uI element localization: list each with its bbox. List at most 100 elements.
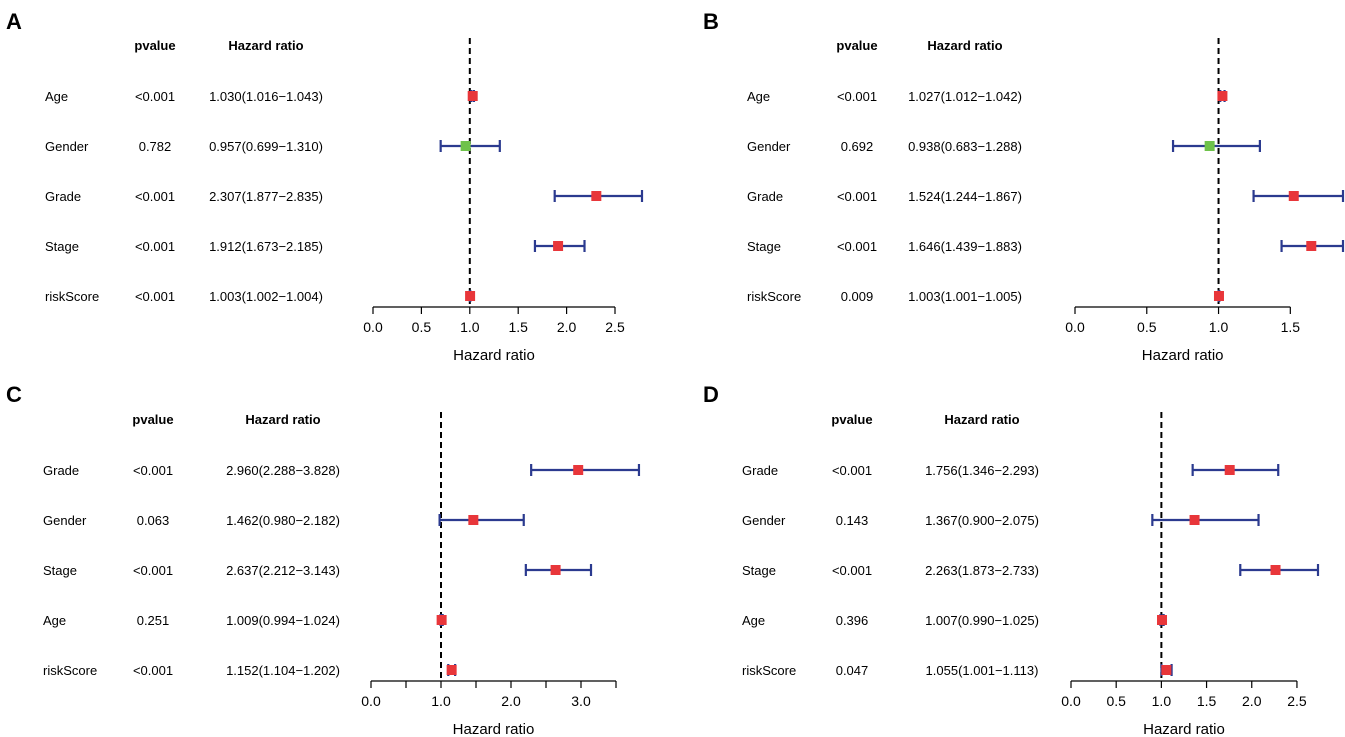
hazard-ratio-point: [573, 465, 584, 475]
column-header-hazard-ratio: Hazard ratio: [944, 412, 1019, 427]
x-axis-tick-label: 1.0: [431, 693, 451, 709]
panel-label: B: [703, 9, 719, 34]
forest-row: Age 0.251 1.009(0.994−1.024): [43, 613, 447, 628]
forest-row: Age <0.001 1.027(1.012−1.042): [747, 89, 1228, 104]
forest-row: riskScore 0.047 1.055(1.001−1.113): [742, 663, 1173, 678]
hazard-ratio-point: [460, 141, 471, 151]
row-variable-label: Age: [742, 613, 765, 628]
x-axis-tick-label: 0.5: [1106, 693, 1126, 709]
row-pvalue: <0.001: [135, 189, 175, 204]
row-pvalue: 0.396: [836, 613, 869, 628]
row-pvalue: 0.047: [836, 663, 869, 678]
forest-row: Stage <0.001 1.912(1.673−2.185): [45, 239, 586, 254]
x-axis-tick-label: 0.0: [363, 319, 383, 335]
forest-row: Stage <0.001 2.263(1.873−2.733): [742, 563, 1320, 578]
row-hazard-ratio-text: 1.367(0.900−2.075): [925, 513, 1039, 528]
x-axis-tick-label: 0.5: [1137, 319, 1157, 335]
hazard-ratio-point: [436, 615, 447, 625]
x-axis-tick-label: 0.0: [361, 693, 381, 709]
x-axis-tick-label: 0.0: [1061, 693, 1081, 709]
row-hazard-ratio-text: 2.960(2.288−3.828): [226, 463, 340, 478]
row-hazard-ratio-text: 1.003(1.002−1.004): [209, 289, 323, 304]
row-variable-label: Grade: [742, 463, 778, 478]
row-hazard-ratio-text: 1.462(0.980−2.182): [226, 513, 340, 528]
row-hazard-ratio-text: 1.756(1.346−2.293): [925, 463, 1039, 478]
row-variable-label: Gender: [45, 139, 89, 154]
row-variable-label: Stage: [43, 563, 77, 578]
forest-row: riskScore 0.009 1.003(1.001−1.005): [747, 289, 1224, 304]
row-pvalue: 0.143: [836, 513, 869, 528]
row-pvalue: <0.001: [832, 463, 872, 478]
row-pvalue: 0.009: [841, 289, 874, 304]
row-pvalue: <0.001: [133, 663, 173, 678]
row-hazard-ratio-text: 1.007(0.990−1.025): [925, 613, 1039, 628]
hazard-ratio-point: [1306, 241, 1317, 251]
row-hazard-ratio-text: 2.263(1.873−2.733): [925, 563, 1039, 578]
row-hazard-ratio-text: 1.009(0.994−1.024): [226, 613, 340, 628]
row-variable-label: Age: [45, 89, 68, 104]
row-hazard-ratio-text: 1.912(1.673−2.185): [209, 239, 323, 254]
row-variable-label: riskScore: [45, 289, 99, 304]
x-axis-title: Hazard ratio: [453, 347, 535, 364]
row-hazard-ratio-text: 2.307(1.877−2.835): [209, 189, 323, 204]
row-pvalue: <0.001: [133, 463, 173, 478]
column-header-pvalue: pvalue: [132, 412, 173, 427]
row-pvalue: 0.063: [137, 513, 170, 528]
x-axis-tick-label: 1.0: [1152, 693, 1172, 709]
row-hazard-ratio-text: 1.152(1.104−1.202): [226, 663, 340, 678]
hazard-ratio-point: [553, 241, 564, 251]
forest-row: Gender 0.063 1.462(0.980−2.182): [43, 513, 525, 528]
column-header-pvalue: pvalue: [836, 38, 877, 53]
row-variable-label: Gender: [747, 139, 791, 154]
row-pvalue: <0.001: [135, 289, 175, 304]
column-header-hazard-ratio: Hazard ratio: [228, 38, 303, 53]
hazard-ratio-point: [446, 665, 457, 675]
row-hazard-ratio-text: 1.003(1.001−1.005): [908, 289, 1022, 304]
panel-label: D: [703, 382, 719, 407]
row-variable-label: Age: [43, 613, 66, 628]
row-hazard-ratio-text: 1.524(1.244−1.867): [908, 189, 1022, 204]
row-pvalue: <0.001: [832, 563, 872, 578]
row-variable-label: Grade: [747, 189, 783, 204]
hazard-ratio-point: [1270, 565, 1281, 575]
forest-row: riskScore <0.001 1.152(1.104−1.202): [43, 663, 457, 678]
row-hazard-ratio-text: 2.637(2.212−3.143): [226, 563, 340, 578]
x-axis-tick-label: 1.5: [508, 319, 528, 335]
row-variable-label: Stage: [45, 239, 79, 254]
row-hazard-ratio-text: 1.646(1.439−1.883): [908, 239, 1022, 254]
x-axis-title: Hazard ratio: [453, 721, 535, 737]
panel-label: A: [6, 9, 22, 34]
column-header-hazard-ratio: Hazard ratio: [245, 412, 320, 427]
row-variable-label: Stage: [742, 563, 776, 578]
hazard-ratio-point: [1189, 515, 1200, 525]
row-hazard-ratio-text: 0.938(0.683−1.288): [908, 139, 1022, 154]
row-pvalue: <0.001: [135, 239, 175, 254]
forest-row: Age 0.396 1.007(0.990−1.025): [742, 613, 1168, 628]
x-axis-tick-label: 2.5: [605, 319, 625, 335]
x-axis-title: Hazard ratio: [1143, 721, 1225, 737]
panel-label: C: [6, 382, 22, 407]
row-hazard-ratio-text: 1.030(1.016−1.043): [209, 89, 323, 104]
row-pvalue: <0.001: [837, 89, 877, 104]
row-variable-label: Age: [747, 89, 770, 104]
row-pvalue: <0.001: [135, 89, 175, 104]
row-variable-label: riskScore: [43, 663, 97, 678]
row-variable-label: Grade: [45, 189, 81, 204]
forest-row: Age <0.001 1.030(1.016−1.043): [45, 89, 478, 104]
forest-row: Gender 0.143 1.367(0.900−2.075): [742, 513, 1260, 528]
hazard-ratio-point: [591, 191, 602, 201]
hazard-ratio-point: [1224, 465, 1235, 475]
forest-row: riskScore <0.001 1.003(1.002−1.004): [45, 289, 476, 304]
forest-row: Grade <0.001 2.307(1.877−2.835): [45, 189, 644, 204]
column-header-hazard-ratio: Hazard ratio: [927, 38, 1002, 53]
row-pvalue: <0.001: [837, 189, 877, 204]
forest-row: Grade <0.001 2.960(2.288−3.828): [43, 463, 641, 478]
column-header-pvalue: pvalue: [831, 412, 872, 427]
hazard-ratio-point: [1157, 615, 1168, 625]
x-axis-tick-label: 1.0: [460, 319, 480, 335]
